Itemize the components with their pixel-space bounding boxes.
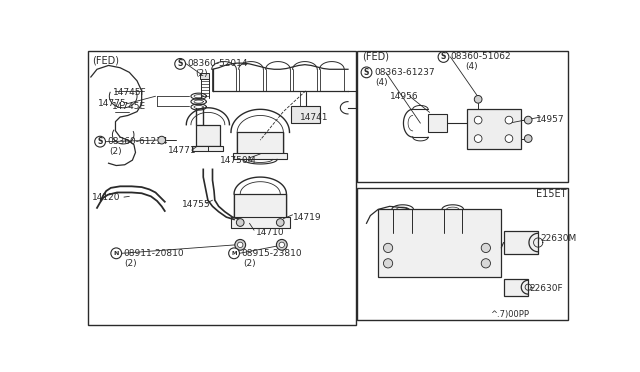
Text: M: M (231, 251, 237, 256)
Text: (2): (2) (243, 259, 256, 268)
Text: ^.7)00PP: ^.7)00PP (490, 310, 529, 319)
Text: 08360-51062: 08360-51062 (451, 52, 511, 61)
Bar (504, 279, 528, 296)
Bar (200, 73, 209, 79)
Bar (467, 109, 520, 150)
Circle shape (228, 248, 239, 259)
Circle shape (481, 243, 490, 253)
Circle shape (158, 136, 166, 144)
Circle shape (235, 240, 246, 250)
Text: 14957: 14957 (536, 115, 564, 124)
Text: (2): (2) (196, 70, 208, 78)
Circle shape (524, 116, 532, 124)
Circle shape (111, 248, 122, 259)
Circle shape (236, 219, 244, 226)
Text: 14745F: 14745F (113, 88, 147, 97)
Circle shape (279, 242, 285, 247)
Circle shape (474, 135, 482, 142)
Text: 08911-20810: 08911-20810 (123, 249, 184, 258)
Circle shape (237, 242, 243, 247)
Text: (4): (4) (376, 78, 388, 87)
Bar (428, 114, 447, 132)
Circle shape (276, 219, 284, 226)
Bar (504, 231, 538, 254)
Text: 14745E: 14745E (112, 102, 147, 111)
Circle shape (175, 58, 186, 69)
Text: (2): (2) (109, 147, 122, 156)
Bar (234, 153, 287, 159)
Text: E15ET: E15ET (536, 189, 566, 199)
Text: S: S (97, 137, 103, 146)
Text: S: S (177, 60, 183, 68)
Bar (193, 146, 223, 151)
Circle shape (361, 67, 372, 78)
Text: (FED): (FED) (362, 52, 389, 62)
Bar (196, 125, 220, 146)
Text: 14956: 14956 (390, 92, 418, 101)
Text: S: S (364, 68, 369, 77)
Text: 08915-23810: 08915-23810 (241, 249, 301, 258)
Circle shape (524, 135, 532, 142)
Text: 14771: 14771 (168, 145, 196, 155)
Bar (357, 188, 568, 320)
Circle shape (383, 243, 393, 253)
Circle shape (474, 96, 482, 103)
Text: 22630F: 22630F (530, 284, 563, 293)
Text: 22630M: 22630M (541, 234, 577, 243)
Text: N: N (113, 251, 119, 256)
Text: 14710: 14710 (255, 228, 284, 237)
Bar (237, 132, 284, 155)
Text: 08360-61214: 08360-61214 (108, 137, 168, 146)
Bar (88, 51, 356, 325)
Circle shape (505, 135, 513, 142)
Bar (234, 194, 287, 219)
Circle shape (276, 240, 287, 250)
Text: (2): (2) (125, 259, 138, 268)
Bar (378, 209, 501, 277)
Text: 14719: 14719 (293, 213, 322, 222)
Circle shape (95, 136, 106, 147)
Bar (357, 51, 568, 182)
Text: (FED): (FED) (92, 55, 120, 65)
Text: 14741: 14741 (300, 112, 328, 122)
Circle shape (383, 259, 393, 268)
Circle shape (505, 116, 513, 124)
Circle shape (438, 52, 449, 62)
Circle shape (474, 116, 482, 124)
Text: 14750M: 14750M (220, 155, 257, 165)
Bar (291, 106, 320, 123)
Circle shape (481, 259, 490, 268)
Text: 08363-61237: 08363-61237 (374, 68, 435, 77)
Bar (231, 217, 289, 228)
Text: 14755: 14755 (182, 200, 211, 209)
Text: (4): (4) (465, 62, 477, 71)
Text: 14775: 14775 (98, 99, 126, 108)
Text: 14120: 14120 (92, 193, 121, 202)
Text: 08360-52014: 08360-52014 (187, 60, 248, 68)
Text: S: S (441, 52, 446, 61)
